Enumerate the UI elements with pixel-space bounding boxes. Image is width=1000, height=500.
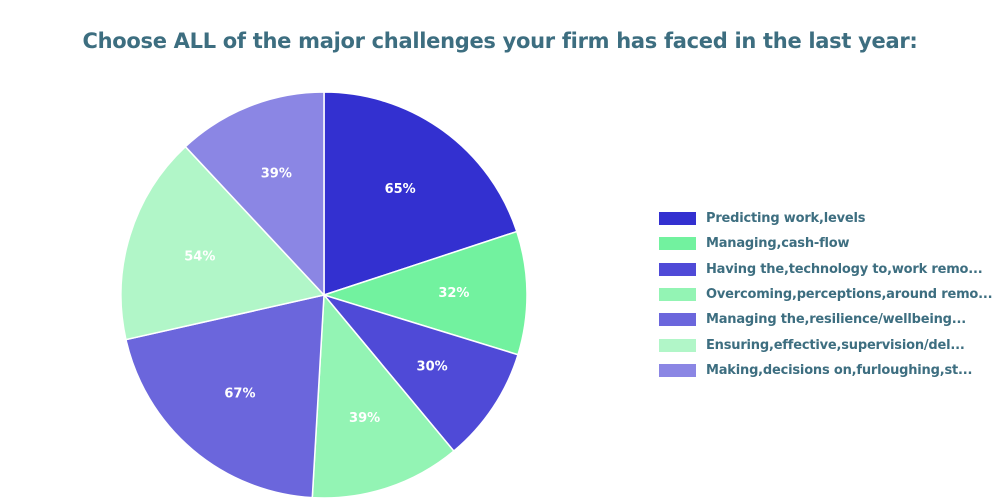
legend-item: Overcoming,perceptions,around remo... bbox=[659, 282, 999, 307]
legend-item: Ensuring,effective,supervision/del... bbox=[659, 332, 999, 357]
legend-item: Managing,cash-flow bbox=[659, 231, 999, 256]
legend-swatch bbox=[659, 363, 696, 377]
pie-slice bbox=[323, 91, 518, 297]
legend-label: Managing the,resilience/wellbeing... bbox=[706, 312, 966, 328]
legend-label: Having the,technology to,work remo... bbox=[706, 261, 983, 277]
legend-item: Making,decisions on,furloughing,st... bbox=[659, 358, 999, 383]
pie-slice bbox=[321, 293, 519, 453]
legend-swatch bbox=[659, 313, 696, 327]
legend-label: Predicting work,levels bbox=[706, 211, 866, 227]
slice-value-label: 65% bbox=[385, 182, 416, 197]
legend: Predicting work,levels Managing,cash-flow… bbox=[659, 206, 999, 383]
slice-value-label: 67% bbox=[224, 387, 255, 402]
legend-item: Having the,technology to,work remo... bbox=[659, 257, 999, 282]
legend-swatch bbox=[659, 338, 696, 352]
slice-value-label: 54% bbox=[184, 249, 215, 264]
legend-swatch bbox=[659, 237, 696, 251]
legend-label: Ensuring,effective,supervision/del... bbox=[706, 337, 965, 353]
pie-slice bbox=[184, 91, 325, 297]
slice-value-label: 39% bbox=[349, 411, 380, 426]
legend-label: Making,decisions on,furloughing,st... bbox=[706, 362, 973, 378]
pie-slice bbox=[311, 293, 455, 499]
legend-label: Overcoming,perceptions,around remo... bbox=[706, 287, 993, 303]
slice-value-label: 39% bbox=[261, 167, 292, 182]
pie-slice bbox=[120, 145, 326, 341]
legend-swatch bbox=[659, 262, 696, 276]
slice-value-label: 30% bbox=[417, 360, 448, 375]
legend-item: Managing the,resilience/wellbeing... bbox=[659, 307, 999, 332]
legend-item: Predicting work,levels bbox=[659, 206, 999, 231]
pie-slice bbox=[125, 294, 325, 499]
legend-label: Managing,cash-flow bbox=[706, 236, 850, 252]
pie-slice bbox=[321, 230, 528, 356]
legend-swatch bbox=[659, 212, 696, 226]
slice-value-label: 32% bbox=[438, 286, 469, 301]
legend-swatch bbox=[659, 288, 696, 302]
chart-title: Choose ALL of the major challenges your … bbox=[82, 29, 918, 53]
